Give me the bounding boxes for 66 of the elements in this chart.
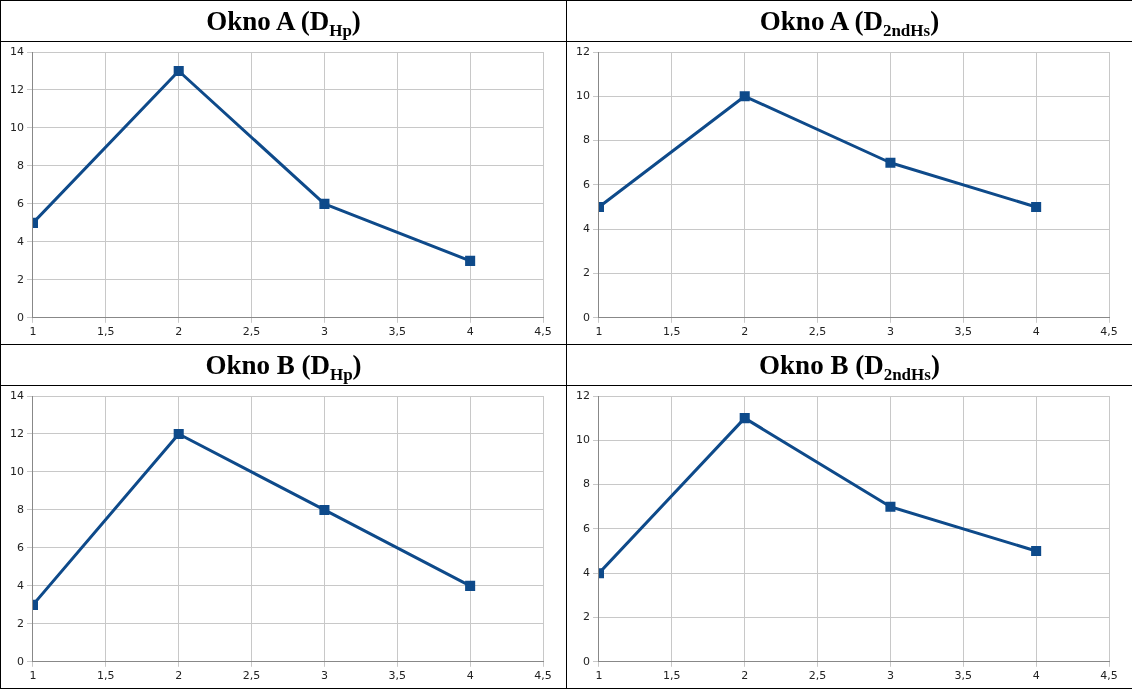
x-tick-label: 3,5 (954, 669, 973, 683)
y-tick-label: 8 (583, 477, 590, 491)
x-tick-label: 2,5 (808, 669, 827, 683)
x-tick-label: 1 (595, 325, 603, 339)
x-tick-label: 1 (29, 325, 37, 339)
y-tick-label: 6 (17, 196, 24, 210)
y-tick-label: 10 (10, 464, 24, 478)
y-tick-label: 2 (17, 272, 24, 286)
x-tick-label: 1 (595, 669, 603, 683)
x-tick-label: 4 (1032, 669, 1040, 683)
y-tick-label: 4 (17, 578, 24, 592)
y-tick-label: 12 (576, 388, 590, 402)
x-tick-label: 2 (175, 325, 183, 339)
x-tick-label: 3 (886, 669, 894, 683)
x-tick-label: 4 (466, 669, 474, 683)
y-tick-label: 2 (17, 616, 24, 630)
x-tick-label: 3,5 (388, 669, 407, 683)
x-tick-label: 4,5 (534, 325, 552, 339)
x-tick-label: 4,5 (1100, 669, 1118, 683)
y-tick-label: 10 (10, 120, 24, 134)
y-tick-label: 6 (583, 177, 590, 191)
y-tick-label: 2 (583, 266, 590, 280)
x-tick-label: 3 (320, 669, 328, 683)
x-tick-label: 3,5 (954, 325, 973, 339)
y-tick-label: 8 (17, 158, 24, 172)
y-tick-label: 12 (10, 426, 24, 440)
x-tick-label: 2 (741, 669, 749, 683)
x-tick-label: 2 (175, 669, 183, 683)
chart-title: Okno A (D$_{2ndHs}$) (567, 1, 1132, 42)
x-tick-label: 4 (466, 325, 474, 339)
y-tick-label: 4 (583, 222, 590, 236)
chart-title: Okno A (D$_{Hp}$) (1, 1, 566, 42)
y-tick-label: 10 (576, 89, 590, 103)
y-tick-label: 6 (17, 540, 24, 554)
y-tick-label: 0 (17, 310, 24, 324)
x-tick-label: 2,5 (808, 325, 827, 339)
x-tick-label: 1,5 (97, 669, 115, 683)
x-tick-label: 2,5 (242, 325, 261, 339)
y-tick-label: 14 (10, 388, 24, 402)
y-tick-label: 4 (17, 234, 24, 248)
y-tick-label: 0 (583, 654, 590, 668)
x-tick-label: 3,5 (388, 325, 407, 339)
x-tick-label: 4,5 (1100, 325, 1118, 339)
x-tick-label: 1 (29, 669, 37, 683)
x-tick-label: 3 (886, 325, 894, 339)
y-tick-label: 2 (583, 610, 590, 624)
y-tick-label: 12 (10, 82, 24, 96)
x-tick-label: 2,5 (242, 669, 261, 683)
y-tick-label: 12 (576, 44, 590, 58)
x-tick-label: 3 (320, 325, 328, 339)
chart-title: Okno B (D$_{Hp}$) (1, 345, 566, 386)
x-tick-label: 1,5 (663, 325, 681, 339)
x-tick-label: 1,5 (97, 325, 115, 339)
y-tick-label: 6 (583, 521, 590, 535)
x-tick-label: 1,5 (663, 669, 681, 683)
y-tick-label: 4 (583, 566, 590, 580)
x-tick-label: 4,5 (534, 669, 552, 683)
y-tick-label: 8 (583, 133, 590, 147)
y-tick-label: 0 (17, 654, 24, 668)
chart-title: Okno B (D$_{2ndHs}$) (567, 345, 1132, 386)
y-tick-label: 14 (10, 44, 24, 58)
y-tick-label: 10 (576, 433, 590, 447)
x-tick-label: 4 (1032, 325, 1040, 339)
y-tick-label: 0 (583, 310, 590, 324)
x-tick-label: 2 (741, 325, 749, 339)
y-tick-label: 8 (17, 502, 24, 516)
